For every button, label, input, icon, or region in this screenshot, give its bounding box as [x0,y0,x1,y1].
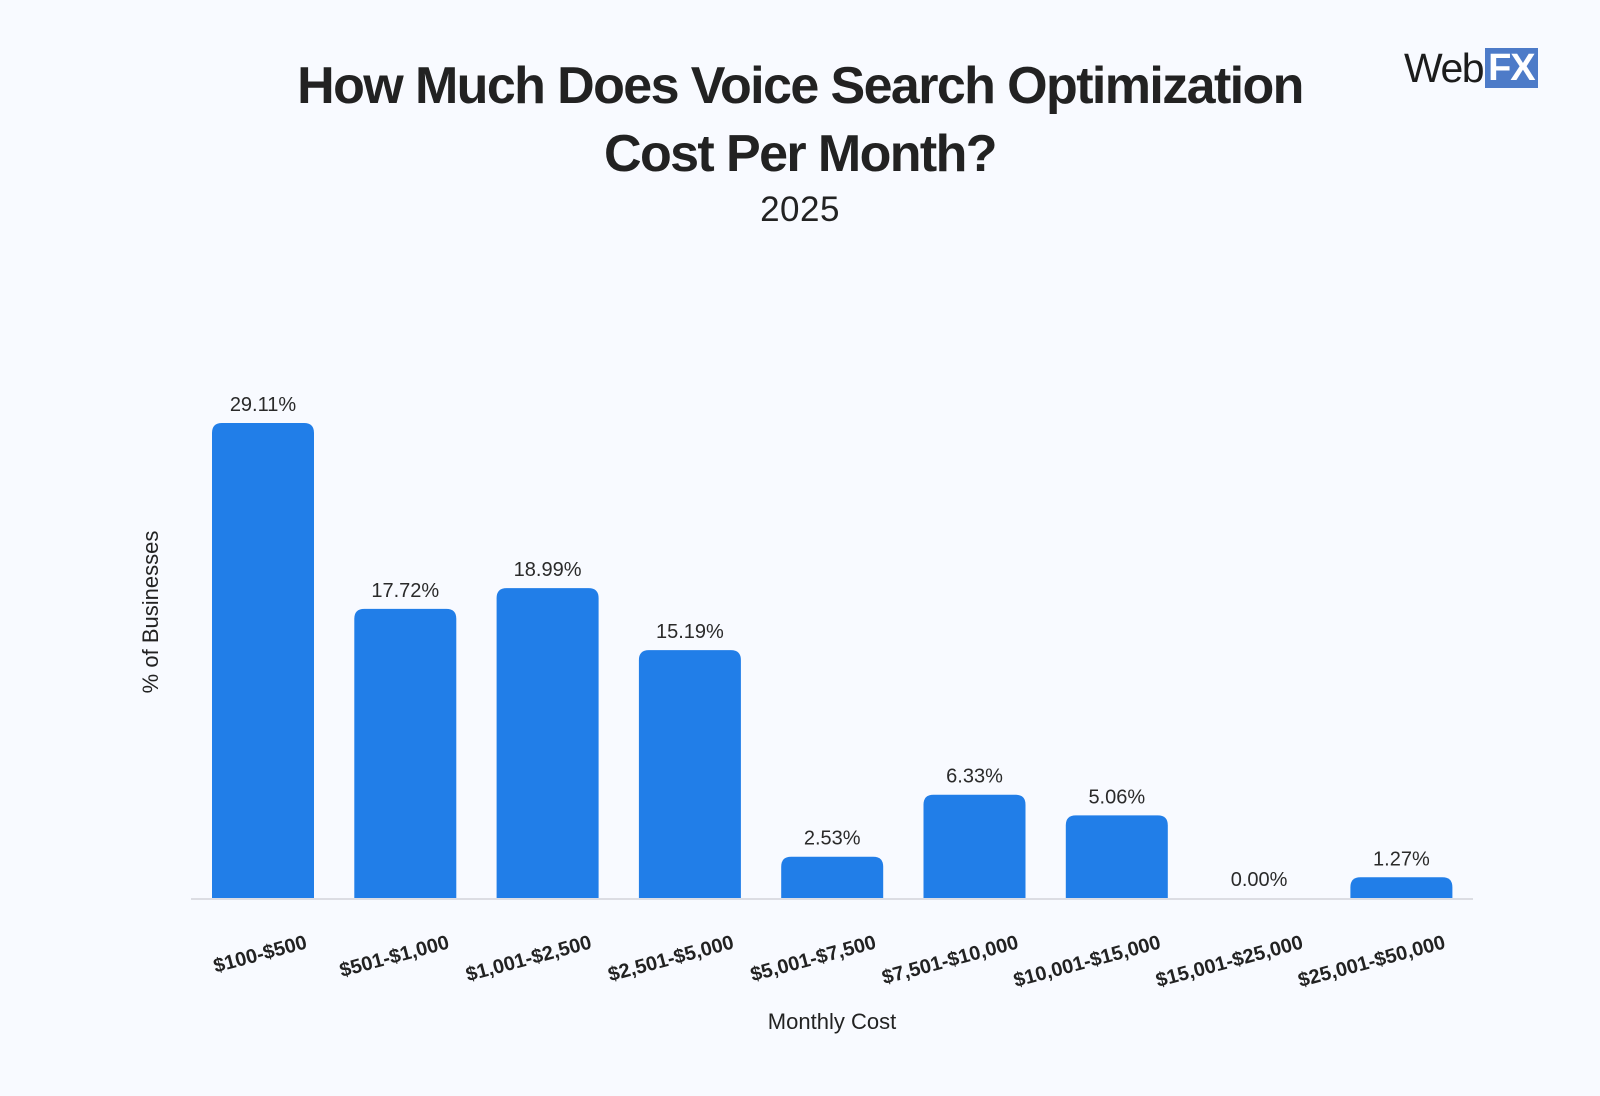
chart-title-line-1: How Much Does Voice Search Optimization [297,57,1304,115]
value-label: 2.53% [804,828,861,850]
value-labels-group: 29.11% 17.72% 18.99% 15.19% 2.53% 6.33% 5.06% 0… [230,394,1430,891]
bar-1 [354,608,457,898]
x-tick-label: $2,501-$5,000 [606,932,736,987]
webfx-logo: Web FX [1404,45,1538,91]
bar-8 [1350,877,1453,898]
x-tick-label: $10,001-$15,000 [1011,932,1163,992]
value-label: 0.00% [1231,869,1288,891]
x-axis-title: Monthly Cost [768,1009,896,1034]
value-label: 1.27% [1373,848,1430,870]
x-tick-label: $501-$1,000 [337,932,451,982]
logo-web-text: Web [1404,45,1485,91]
value-label: 15.19% [656,621,724,643]
y-axis-title: % of Businesses [138,531,163,694]
x-tick-label: $15,001-$25,000 [1154,932,1306,992]
chart-title: How Much Does Voice Search Optimization … [0,52,1600,188]
bar-0 [212,423,314,898]
x-tick-label: $25,001-$50,000 [1296,932,1448,992]
logo-fx-badge: FX [1485,48,1538,88]
value-label: 29.11% [230,394,297,416]
value-label: 6.33% [946,766,1003,788]
bar-5 [923,794,1026,898]
bar-3 [638,650,741,898]
x-tick-label: $100-$500 [211,932,309,978]
bar-2 [496,588,599,898]
x-tick-label: $7,501-$10,000 [880,932,1021,990]
value-label: 17.72% [371,580,439,602]
x-tick-label: $5,001-$7,500 [748,932,878,987]
bar-6 [1065,815,1168,898]
value-label: 18.99% [514,559,582,581]
value-label: 5.06% [1088,786,1145,808]
chart-title-line-2: Cost Per Month? [604,125,998,183]
chart-subtitle: 2025 [760,190,840,229]
bar-4 [781,856,884,898]
tick-labels-group: $100-$500 $501-$1,000 $1,001-$2,500 $2,501-… [211,932,1447,992]
x-tick-label: $1,001-$2,500 [464,932,594,987]
bars-group [212,423,1453,898]
